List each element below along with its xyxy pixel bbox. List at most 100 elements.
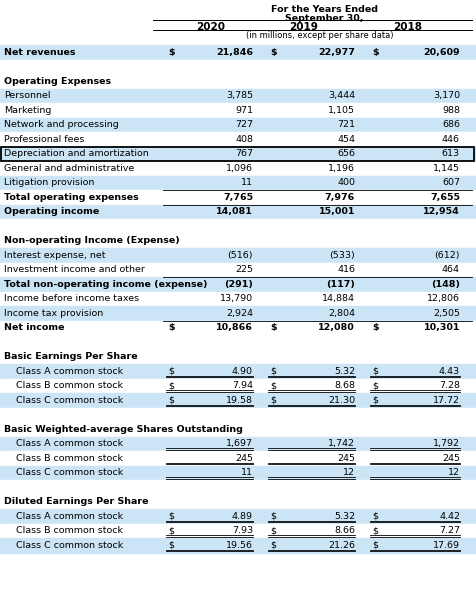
Text: 2018: 2018 [393, 22, 422, 32]
Text: (291): (291) [224, 279, 253, 288]
Text: 767: 767 [235, 149, 253, 158]
Text: $: $ [270, 395, 276, 404]
Text: $: $ [372, 367, 378, 376]
Text: 727: 727 [235, 120, 253, 129]
Text: Class C common stock: Class C common stock [16, 468, 123, 477]
Text: $: $ [270, 367, 276, 376]
Bar [0, 147, 476, 161]
Bar [1, 147, 474, 160]
Text: $: $ [270, 526, 276, 535]
Text: $: $ [270, 511, 276, 520]
Text: 15,001: 15,001 [318, 207, 355, 216]
Text: 446: 446 [442, 135, 460, 144]
Text: 12: 12 [343, 468, 355, 477]
Text: Net revenues: Net revenues [4, 47, 76, 56]
Text: 7,765: 7,765 [223, 193, 253, 202]
Text: 4.43: 4.43 [439, 367, 460, 376]
Text: Diluted Earnings Per Share: Diluted Earnings Per Share [4, 497, 149, 506]
Text: Class B common stock: Class B common stock [16, 381, 123, 390]
Text: $: $ [168, 511, 174, 520]
Text: 1,742: 1,742 [328, 439, 355, 448]
Bar [0, 59, 476, 74]
Text: 1,196: 1,196 [328, 163, 355, 172]
Text: 245: 245 [235, 454, 253, 463]
Text: 1,105: 1,105 [328, 106, 355, 115]
Bar [0, 103, 476, 118]
Text: General and administrative: General and administrative [4, 163, 134, 172]
Text: $: $ [372, 381, 378, 390]
Text: (516): (516) [228, 251, 253, 260]
Text: Class B common stock: Class B common stock [16, 454, 123, 463]
Text: 7.27: 7.27 [439, 526, 460, 535]
Text: 464: 464 [442, 265, 460, 274]
Bar [0, 407, 476, 422]
Bar [0, 451, 476, 466]
Text: Class C common stock: Class C common stock [16, 395, 123, 404]
Text: (117): (117) [326, 279, 355, 288]
Text: $: $ [270, 323, 277, 332]
Text: 21.26: 21.26 [328, 541, 355, 550]
Text: 7,655: 7,655 [430, 193, 460, 202]
Text: 14,884: 14,884 [322, 294, 355, 304]
Text: 5.32: 5.32 [334, 367, 355, 376]
Text: Class B common stock: Class B common stock [16, 526, 123, 535]
Text: $: $ [372, 511, 378, 520]
Bar [0, 45, 476, 59]
Text: $: $ [168, 395, 174, 404]
Bar [0, 538, 476, 552]
Text: 12,080: 12,080 [318, 323, 355, 332]
Bar [0, 161, 476, 175]
Bar [0, 204, 476, 219]
Text: 17.69: 17.69 [433, 541, 460, 550]
Bar [0, 436, 476, 451]
Bar [0, 88, 476, 103]
Bar [0, 335, 476, 350]
Text: 11: 11 [241, 468, 253, 477]
Text: 225: 225 [235, 265, 253, 274]
Text: 13,790: 13,790 [220, 294, 253, 304]
Text: 3,785: 3,785 [226, 91, 253, 100]
Text: 4.89: 4.89 [232, 511, 253, 520]
Text: 2,804: 2,804 [328, 309, 355, 318]
Bar [0, 132, 476, 147]
Text: Net income: Net income [4, 323, 65, 332]
Text: Professional fees: Professional fees [4, 135, 84, 144]
Text: 21,846: 21,846 [216, 47, 253, 56]
Text: Non-operating Income (Expense): Non-operating Income (Expense) [4, 236, 180, 245]
Text: 21.30: 21.30 [328, 395, 355, 404]
Text: 2,505: 2,505 [433, 309, 460, 318]
Text: 17.72: 17.72 [433, 395, 460, 404]
Bar [0, 495, 476, 509]
Text: 4.42: 4.42 [439, 511, 460, 520]
Bar [0, 393, 476, 407]
Text: Income before income taxes: Income before income taxes [4, 294, 139, 304]
Text: $: $ [168, 381, 174, 390]
Bar [0, 422, 476, 436]
Text: Operating Expenses: Operating Expenses [4, 77, 111, 86]
Text: Operating income: Operating income [4, 207, 99, 216]
Text: $: $ [372, 323, 378, 332]
Bar [0, 379, 476, 393]
Text: 2,924: 2,924 [226, 309, 253, 318]
Bar [0, 263, 476, 277]
Text: Interest expense, net: Interest expense, net [4, 251, 106, 260]
Text: 12,954: 12,954 [423, 207, 460, 216]
Bar [0, 320, 476, 335]
Bar [0, 248, 476, 263]
Bar [0, 364, 476, 379]
Text: Income tax provision: Income tax provision [4, 309, 103, 318]
Text: Litigation provision: Litigation provision [4, 178, 94, 188]
Text: (533): (533) [329, 251, 355, 260]
Bar [0, 277, 476, 291]
Text: Marketing: Marketing [4, 106, 51, 115]
Text: 721: 721 [337, 120, 355, 129]
Text: 971: 971 [235, 106, 253, 115]
Text: 12: 12 [448, 468, 460, 477]
Text: $: $ [168, 526, 174, 535]
Text: 2019: 2019 [289, 22, 318, 32]
Bar [0, 234, 476, 248]
Bar [0, 0, 476, 45]
Bar [0, 74, 476, 88]
Text: (in millions, except per share data): (in millions, except per share data) [246, 31, 393, 40]
Bar [0, 509, 476, 523]
